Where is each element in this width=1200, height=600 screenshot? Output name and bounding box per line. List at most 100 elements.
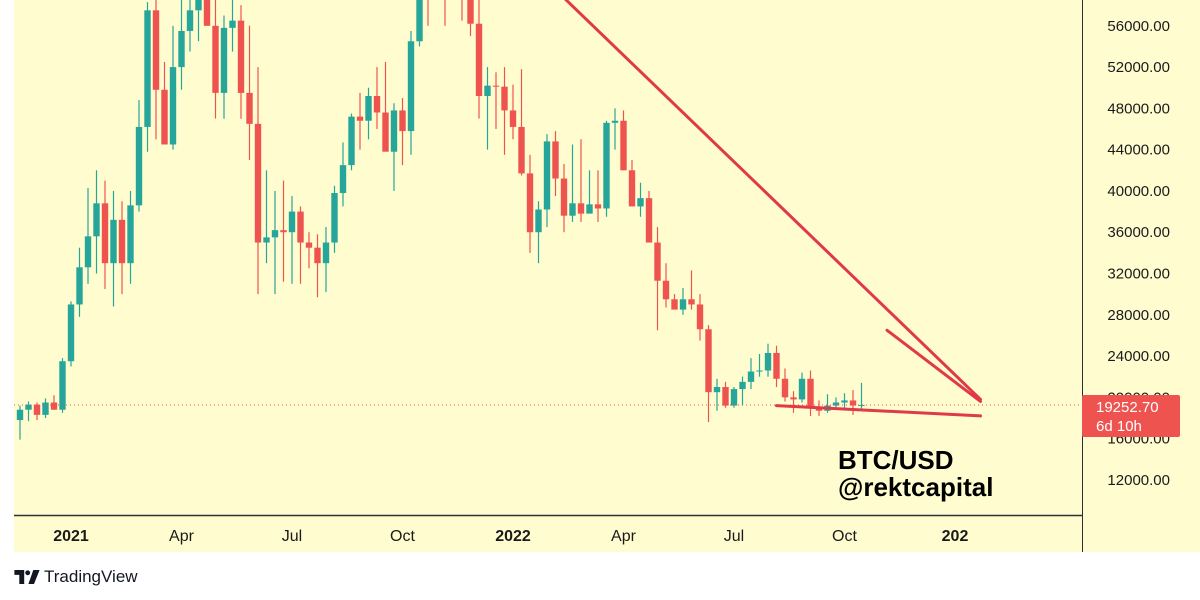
time-axis[interactable] [14, 516, 1083, 552]
tradingview-brand[interactable]: TradingView [14, 566, 138, 588]
candle [178, 0, 185, 90]
candle-body [611, 120, 619, 123]
time-tick-label: Apr [611, 528, 637, 545]
candle-body [841, 400, 848, 403]
price-tick-label: 48000.00 [1107, 100, 1170, 117]
candle-body [339, 165, 347, 193]
candle-body [620, 120, 627, 171]
candle-body [849, 400, 857, 406]
candle [747, 358, 755, 390]
candle [444, 0, 446, 26]
candle-body [492, 85, 500, 87]
candle-body [67, 304, 75, 362]
candle-body [101, 203, 109, 264]
candle-body [305, 242, 313, 248]
candle-body [280, 230, 287, 233]
candle [152, 0, 160, 140]
candle-body [739, 381, 746, 390]
time-tick-label: 2021 [53, 528, 89, 545]
plot-background[interactable] [14, 0, 1082, 515]
candle [679, 287, 687, 315]
candle-body [331, 192, 338, 243]
candle-body [705, 329, 712, 393]
time-tick-label: 2022 [495, 528, 531, 545]
candle-body [195, 0, 202, 11]
candle [620, 110, 627, 171]
price-tick-label: 40000.00 [1107, 183, 1170, 200]
candle [93, 170, 100, 274]
candle [348, 113, 355, 171]
candle-body [467, 0, 474, 24]
candle-body [594, 204, 602, 209]
candle-body [747, 371, 755, 382]
candle-body [161, 89, 168, 145]
candle [696, 294, 704, 341]
candle [280, 180, 287, 282]
candle [416, 0, 423, 47]
candle-body [543, 141, 551, 210]
candle [798, 372, 806, 403]
candle [764, 343, 772, 377]
candle [492, 72, 500, 130]
price-tick-label: 32000.00 [1107, 265, 1170, 282]
candle-body [416, 0, 423, 42]
time-tick-label: Jul [282, 528, 302, 545]
candle-body [186, 10, 194, 31]
candle [535, 201, 542, 264]
candle [832, 397, 840, 409]
candle [586, 170, 593, 214]
candle [144, 2, 151, 152]
last-price-value: 19252.70 [1096, 399, 1159, 416]
candle [518, 69, 525, 176]
time-tick-label: 202 [942, 528, 969, 545]
time-tick-label: Apr [169, 528, 195, 545]
candle [161, 61, 168, 145]
candle [461, 0, 463, 21]
tradingview-logo-icon [14, 570, 40, 584]
candle [212, 0, 219, 119]
time-tick-label: Oct [390, 528, 415, 545]
candle [841, 393, 848, 410]
candle [25, 401, 32, 422]
candle-body [509, 110, 517, 127]
candle [501, 67, 508, 155]
bar-countdown: 6d 10h [1096, 418, 1142, 435]
price-axis[interactable] [1083, 0, 1200, 552]
candle [569, 144, 576, 222]
time-tick-label: Oct [832, 528, 857, 545]
candle-body [773, 352, 780, 379]
candle-body [671, 299, 678, 310]
last-price-box [1082, 395, 1180, 437]
candle [407, 30, 415, 155]
candle [594, 170, 602, 222]
candle [671, 294, 678, 310]
candle [263, 170, 270, 264]
candle-body [254, 123, 262, 243]
candle-body [25, 404, 32, 410]
candle [858, 382, 865, 409]
candle-body [127, 205, 134, 264]
candle-body [59, 361, 66, 410]
candle [33, 402, 41, 421]
candle [390, 103, 398, 191]
candle-body [356, 116, 364, 121]
candle [331, 185, 338, 253]
candle-body [50, 402, 58, 410]
candle [127, 190, 134, 284]
candle-body [76, 267, 83, 305]
candle [322, 227, 330, 293]
candle [773, 345, 780, 388]
candle [229, 0, 236, 52]
candle-body [365, 95, 372, 121]
last-price-label: 19252.70 6d 10h [1082, 395, 1180, 437]
candle-body [781, 378, 789, 398]
candle-body [501, 86, 508, 111]
candle [543, 134, 551, 228]
candle-body [560, 178, 568, 216]
candle-body [237, 20, 245, 93]
price-tick-label: 24000.00 [1107, 348, 1170, 365]
candle [645, 190, 653, 243]
annotation-symbol: BTC/USD [838, 445, 954, 475]
candle-body [297, 211, 304, 243]
